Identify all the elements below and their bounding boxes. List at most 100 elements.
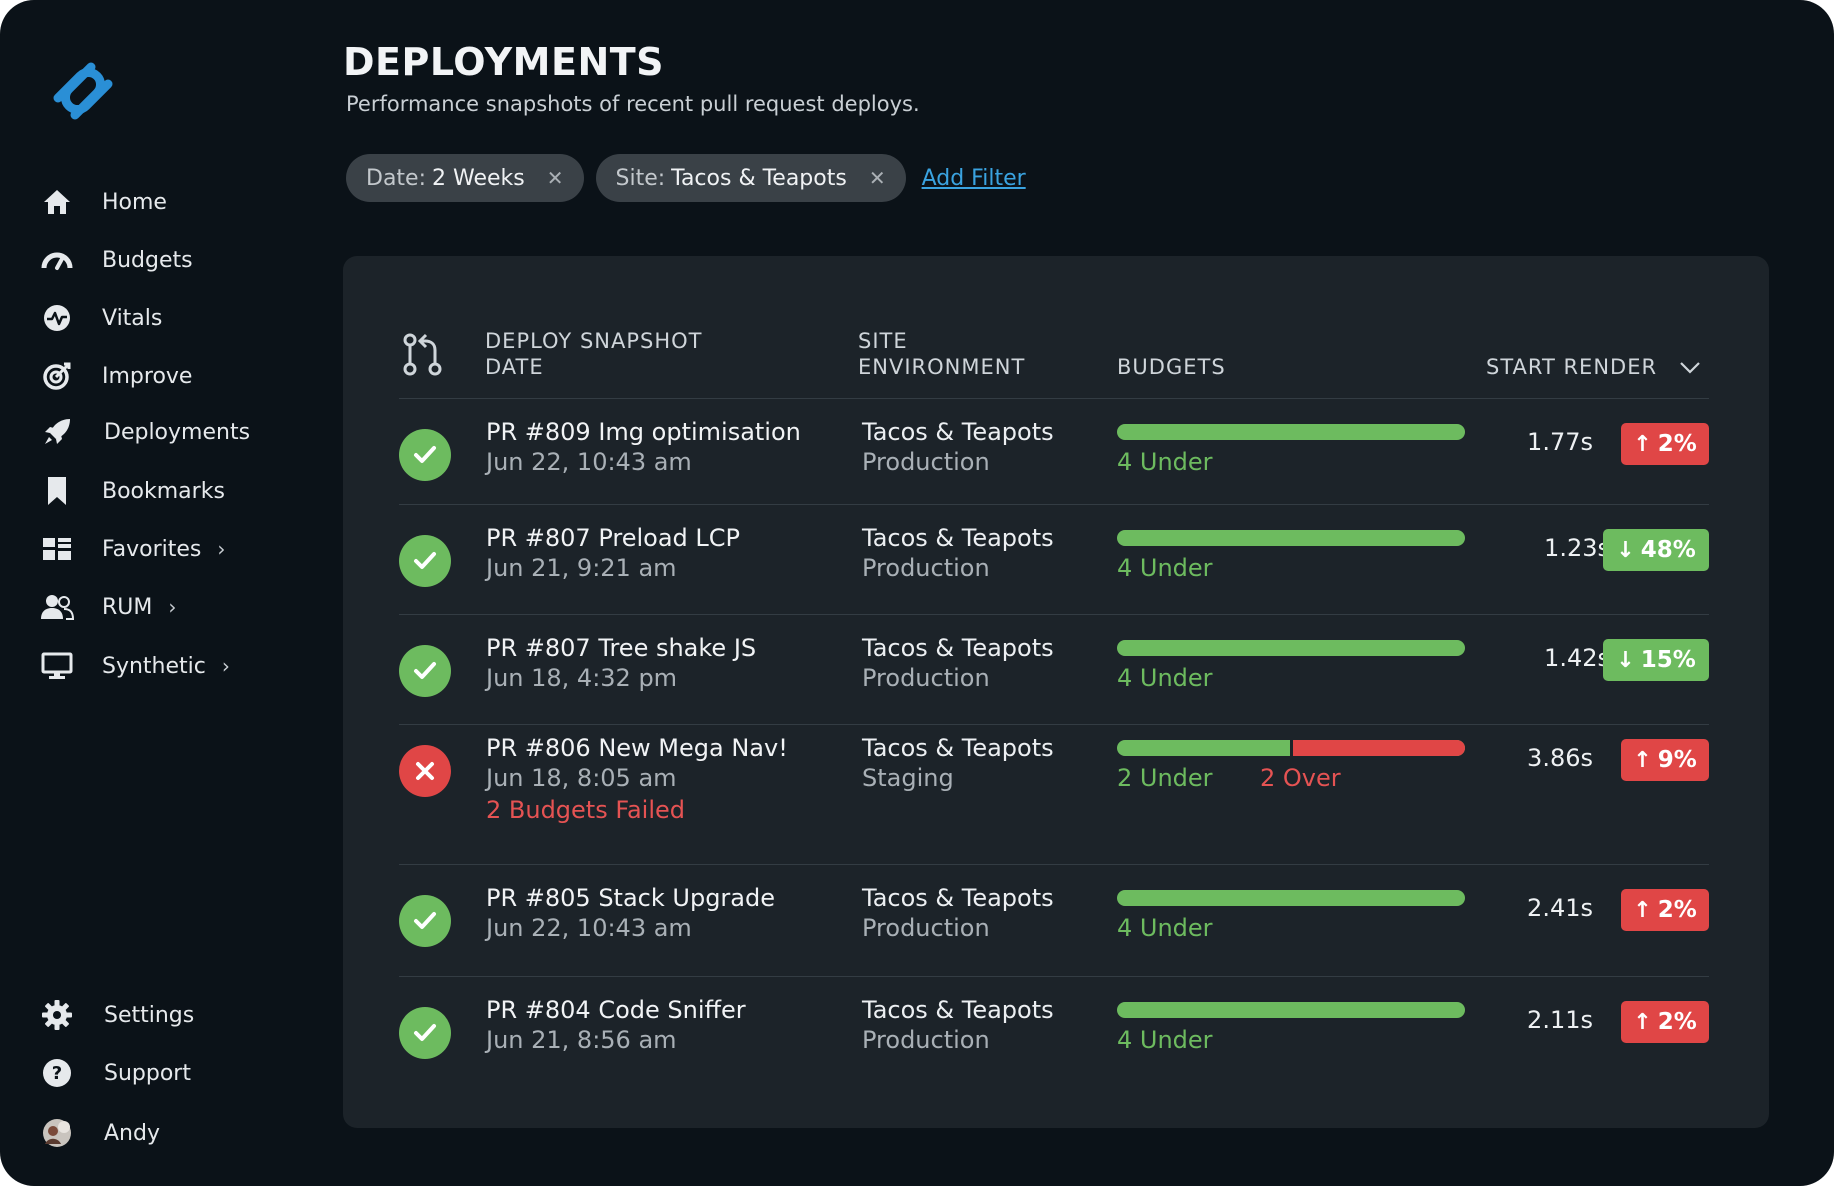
site-name: Tacos & Teapots [862,524,1054,552]
site-name: Tacos & Teapots [862,634,1054,662]
sidebar-item-label: RUM [102,594,153,620]
add-filter-link[interactable]: Add Filter [921,165,1026,191]
sidebar-item-support[interactable]: ? Support [40,1053,191,1093]
site-name: Tacos & Teapots [862,884,1054,912]
close-icon[interactable]: ✕ [546,166,564,190]
delta-value: 2% [1657,431,1697,457]
budget-under-label: 4 Under [1117,664,1213,692]
sidebar-item-home[interactable]: Home [40,182,167,222]
column-header-budgets[interactable]: BUDGETS [1117,355,1226,379]
deploy-date: Jun 18, 8:05 am [486,764,677,792]
check-icon [399,895,451,947]
deploy-title[interactable]: PR #807 Preload LCP [486,524,741,552]
site-environment: Production [862,664,990,692]
filter-chip-date[interactable]: Date: 2 Weeks ✕ [346,154,584,202]
deploy-title[interactable]: PR #804 Code Sniffer [486,996,746,1024]
budgets-failed-note: 2 Budgets Failed [486,796,685,824]
deploy-date: Jun 22, 10:43 am [486,914,692,942]
deploy-title[interactable]: PR #806 New Mega Nav! [486,734,788,762]
arrow-up-icon: ↑ [1633,431,1652,457]
gear-icon [40,998,74,1032]
sidebar-item-label: Favorites [102,536,202,562]
sidebar-item-label: Support [104,1060,191,1086]
column-header-label: DATE [485,355,544,379]
close-icon[interactable]: ✕ [868,166,886,190]
svg-text:?: ? [52,1063,62,1084]
table-row[interactable]: PR #804 Code Sniffer Jun 21, 8:56 am Tacos… [399,976,1709,1088]
start-render-value: 1.77s [1527,428,1593,456]
column-header-snapshot[interactable]: DEPLOY SNAPSHOT DATE [485,328,702,380]
rocket-icon [40,415,74,449]
chevron-right-icon: › [168,595,177,619]
table-row[interactable]: PR #807 Preload LCP Jun 21, 9:21 am Tacos … [399,504,1709,614]
deploy-title[interactable]: PR #805 Stack Upgrade [486,884,776,912]
sidebar-item-vitals[interactable]: Vitals [40,298,162,338]
page-title: DEPLOYMENTS [343,40,665,84]
page-subtitle: Performance snapshots of recent pull req… [346,92,920,116]
budget-bar [1117,640,1465,656]
sidebar-item-synthetic[interactable]: Synthetic › [40,646,230,686]
column-header-label: START RENDER [1486,355,1658,379]
paperclip-logo[interactable] [40,48,126,134]
row-divider [399,614,1709,615]
column-header-label: DEPLOY SNAPSHOT [485,329,703,353]
row-divider [399,398,1709,399]
filter-value: Tacos & Teapots [671,165,847,191]
table-row[interactable]: PR #807 Tree shake JS Jun 18, 4:32 pm Taco… [399,614,1709,724]
sidebar-item-budgets[interactable]: Budgets [40,240,193,280]
sidebar-item-user[interactable]: Andy [40,1113,160,1153]
chevron-right-icon: › [217,537,226,561]
grid-icon [40,532,74,566]
sidebar-item-label: Improve [102,363,193,389]
start-render-value: 2.11s [1527,1006,1593,1034]
delta-badge: ↑ 2% [1621,423,1709,465]
budget-bar [1117,1002,1465,1018]
table-row[interactable]: PR #806 New Mega Nav! Jun 18, 8:05 am 2 Bu… [399,724,1709,864]
sidebar-item-settings[interactable]: Settings [40,995,194,1035]
delta-value: 2% [1657,1009,1697,1035]
chevron-down-icon[interactable] [1679,355,1701,381]
start-render-value: 1.23s [1544,534,1610,562]
delta-badge: ↑ 9% [1621,739,1709,781]
row-divider [399,864,1709,865]
sidebar-item-label: Andy [104,1120,160,1146]
delta-badge: ↓ 48% [1603,529,1709,571]
sidebar-item-favorites[interactable]: Favorites › [40,529,225,569]
sidebar-item-improve[interactable]: Improve [40,356,192,396]
deploy-date: Jun 22, 10:43 am [486,448,692,476]
budget-bar [1117,740,1465,756]
check-icon [399,429,451,481]
deploy-title[interactable]: PR #807 Tree shake JS [486,634,757,662]
avatar [40,1116,74,1150]
site-environment: Production [862,554,990,582]
sidebar-item-rum[interactable]: RUM › [40,587,176,627]
sidebar-item-bookmarks[interactable]: Bookmarks [40,471,225,511]
column-header-start-render[interactable]: START RENDER [1486,354,1701,381]
budget-over-label: 2 Over [1260,764,1341,792]
site-environment: Production [862,914,990,942]
delta-value: 2% [1657,897,1697,923]
sidebar-item-deployments[interactable]: Deployments [40,412,250,452]
check-icon [399,1007,451,1059]
deploy-title[interactable]: PR #809 Img optimisation [486,418,801,446]
filter-chip-site[interactable]: Site: Tacos & Teapots ✕ [595,154,906,202]
filter-key: Site: [615,165,666,191]
arrow-up-icon: ↑ [1633,1009,1652,1035]
site-name: Tacos & Teapots [862,734,1054,762]
budget-under-label: 2 Under [1117,764,1213,792]
table-row[interactable]: PR #805 Stack Upgrade Jun 22, 10:43 am Tac… [399,864,1709,976]
site-environment: Production [862,1026,990,1054]
check-icon [399,645,451,697]
column-header-site[interactable]: SITE ENVIRONMENT [858,328,1025,380]
deploy-date: Jun 18, 4:32 pm [486,664,678,692]
delta-value: 9% [1657,747,1697,773]
delta-badge: ↑ 2% [1621,1001,1709,1043]
site-name: Tacos & Teapots [862,996,1054,1024]
arrow-down-icon: ↓ [1616,647,1635,673]
sidebar-item-label: Budgets [102,247,193,273]
table-row[interactable]: PR #809 Img optimisation Jun 22, 10:43 am… [399,398,1709,504]
error-icon [399,745,451,797]
deploy-date: Jun 21, 8:56 am [486,1026,677,1054]
delta-value: 15% [1640,647,1696,673]
